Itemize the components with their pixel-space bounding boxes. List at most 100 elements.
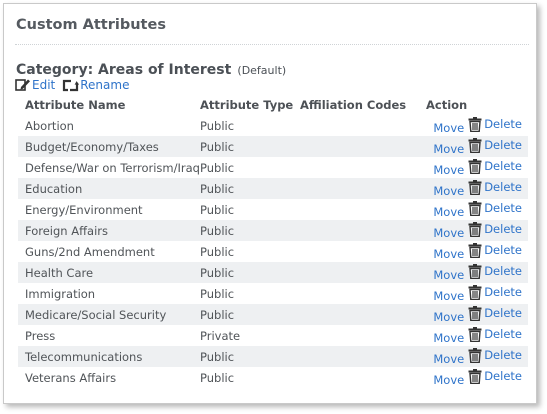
trash-icon: [468, 368, 484, 384]
panel-title: Custom Attributes: [16, 17, 166, 33]
move-link[interactable]: Move: [433, 309, 465, 324]
action-cell: Move Delete: [426, 199, 528, 220]
delete-button[interactable]: Delete: [468, 137, 522, 153]
move-link[interactable]: Move: [433, 225, 465, 240]
delete-button[interactable]: Delete: [468, 242, 522, 258]
move-link[interactable]: Move: [433, 351, 465, 366]
delete-link: Delete: [484, 180, 522, 194]
table-row: Education Public Move Delete: [18, 178, 528, 199]
category-default-label: (Default): [237, 64, 287, 77]
attribute-name-cell: Veterans Affairs: [25, 370, 117, 385]
action-cell: Move Delete: [426, 262, 528, 283]
delete-button[interactable]: Delete: [468, 368, 522, 384]
delete-link: Delete: [484, 306, 522, 320]
move-link[interactable]: Move: [433, 288, 465, 303]
affiliation-codes-cell: [300, 157, 426, 178]
header-attribute-type: Attribute Type: [200, 97, 294, 112]
edit-category-button[interactable]: Edit: [15, 78, 55, 92]
action-cell: Move Delete: [426, 178, 528, 199]
attribute-name-cell: Immigration: [25, 286, 96, 301]
delete-link: Delete: [484, 201, 522, 215]
attribute-type-cell: Public: [200, 244, 235, 259]
category-actions: Edit Rename: [15, 78, 129, 92]
delete-link: Delete: [484, 222, 522, 236]
trash-icon: [468, 326, 484, 342]
action-cell: Move Delete: [426, 241, 528, 262]
trash-icon: [468, 158, 484, 174]
attribute-type-cell: Public: [200, 286, 235, 301]
move-link[interactable]: Move: [433, 183, 465, 198]
table-row: Abortion Public Move Delete: [18, 115, 528, 136]
delete-button[interactable]: Delete: [468, 221, 522, 237]
custom-attributes-panel: Custom Attributes Category: Areas of Int…: [3, 3, 537, 404]
affiliation-codes-cell: [300, 262, 426, 283]
attribute-type-cell: Public: [200, 202, 235, 217]
attribute-name-cell: Budget/Economy/Taxes: [18, 136, 200, 157]
delete-link: Delete: [484, 327, 522, 341]
delete-button[interactable]: Delete: [468, 284, 522, 300]
attribute-name-cell: Foreign Affairs: [18, 220, 200, 241]
table-row: Immigration Public Move Delete: [18, 283, 528, 304]
move-link[interactable]: Move: [433, 204, 465, 219]
move-link[interactable]: Move: [433, 141, 465, 156]
header-attribute-name: Attribute Name: [25, 97, 126, 112]
delete-button[interactable]: Delete: [468, 179, 522, 195]
attribute-type-cell: Public: [200, 178, 300, 199]
delete-button[interactable]: Delete: [468, 158, 522, 174]
attribute-type-cell: Public: [200, 262, 300, 283]
delete-button[interactable]: Delete: [468, 116, 522, 132]
attribute-type-cell: Public: [200, 370, 235, 385]
action-cell: Move Delete: [426, 367, 528, 388]
move-link[interactable]: Move: [433, 120, 465, 135]
attribute-name-cell: Health Care: [18, 262, 200, 283]
table-row: Medicare/Social Security Public Move Delete: [18, 304, 528, 325]
affiliation-codes-cell: [300, 178, 426, 199]
action-cell: Move Delete: [426, 346, 528, 367]
affiliation-codes-cell: [300, 325, 426, 346]
attribute-type-cell: Public: [200, 118, 235, 133]
delete-link: Delete: [484, 348, 522, 362]
affiliation-codes-cell: [300, 346, 426, 367]
delete-link: Delete: [484, 159, 522, 173]
delete-link: Delete: [484, 243, 522, 257]
delete-link: Delete: [484, 138, 522, 152]
delete-button[interactable]: Delete: [468, 200, 522, 216]
action-cell: Move Delete: [426, 115, 528, 136]
affiliation-codes-cell: [300, 220, 426, 241]
attribute-name-cell: Guns/2nd Amendment: [25, 244, 155, 259]
attribute-name-cell: Education: [18, 178, 200, 199]
delete-button[interactable]: Delete: [468, 347, 522, 363]
attribute-type-cell: Public: [200, 160, 235, 175]
attribute-type-cell: Private: [200, 328, 241, 343]
trash-icon: [468, 242, 484, 258]
attribute-type-cell: Public: [200, 220, 300, 241]
attributes-table: Attribute Name Attribute Type Affiliatio…: [18, 94, 528, 388]
move-link[interactable]: Move: [433, 246, 465, 261]
move-link[interactable]: Move: [433, 330, 465, 345]
move-link[interactable]: Move: [433, 267, 465, 282]
delete-button[interactable]: Delete: [468, 305, 522, 321]
delete-button[interactable]: Delete: [468, 326, 522, 342]
trash-icon: [468, 116, 484, 132]
affiliation-codes-cell: [300, 241, 426, 262]
attribute-name-cell: Defense/War on Terrorism/Iraq: [25, 160, 200, 175]
table-header-row: Attribute Name Attribute Type Affiliatio…: [18, 94, 528, 115]
move-link[interactable]: Move: [433, 372, 465, 387]
delete-link: Delete: [484, 285, 522, 299]
action-cell: Move Delete: [426, 283, 528, 304]
attribute-type-cell: Public: [200, 304, 300, 325]
trash-icon: [468, 179, 484, 195]
delete-link: Delete: [484, 264, 522, 278]
action-cell: Move Delete: [426, 304, 528, 325]
affiliation-codes-cell: [300, 199, 426, 220]
delete-button[interactable]: Delete: [468, 263, 522, 279]
table-row: Health Care Public Move Delete: [18, 262, 528, 283]
category-header: Category: Areas of Interest (Default): [16, 59, 286, 78]
category-heading: Category: Areas of Interest: [16, 62, 232, 78]
action-cell: Move Delete: [426, 157, 528, 178]
move-link[interactable]: Move: [433, 162, 465, 177]
trash-icon: [468, 347, 484, 363]
rename-category-button[interactable]: Rename: [62, 78, 129, 92]
table-row: Telecommunications Public Move Delete: [18, 346, 528, 367]
trash-icon: [468, 305, 484, 321]
